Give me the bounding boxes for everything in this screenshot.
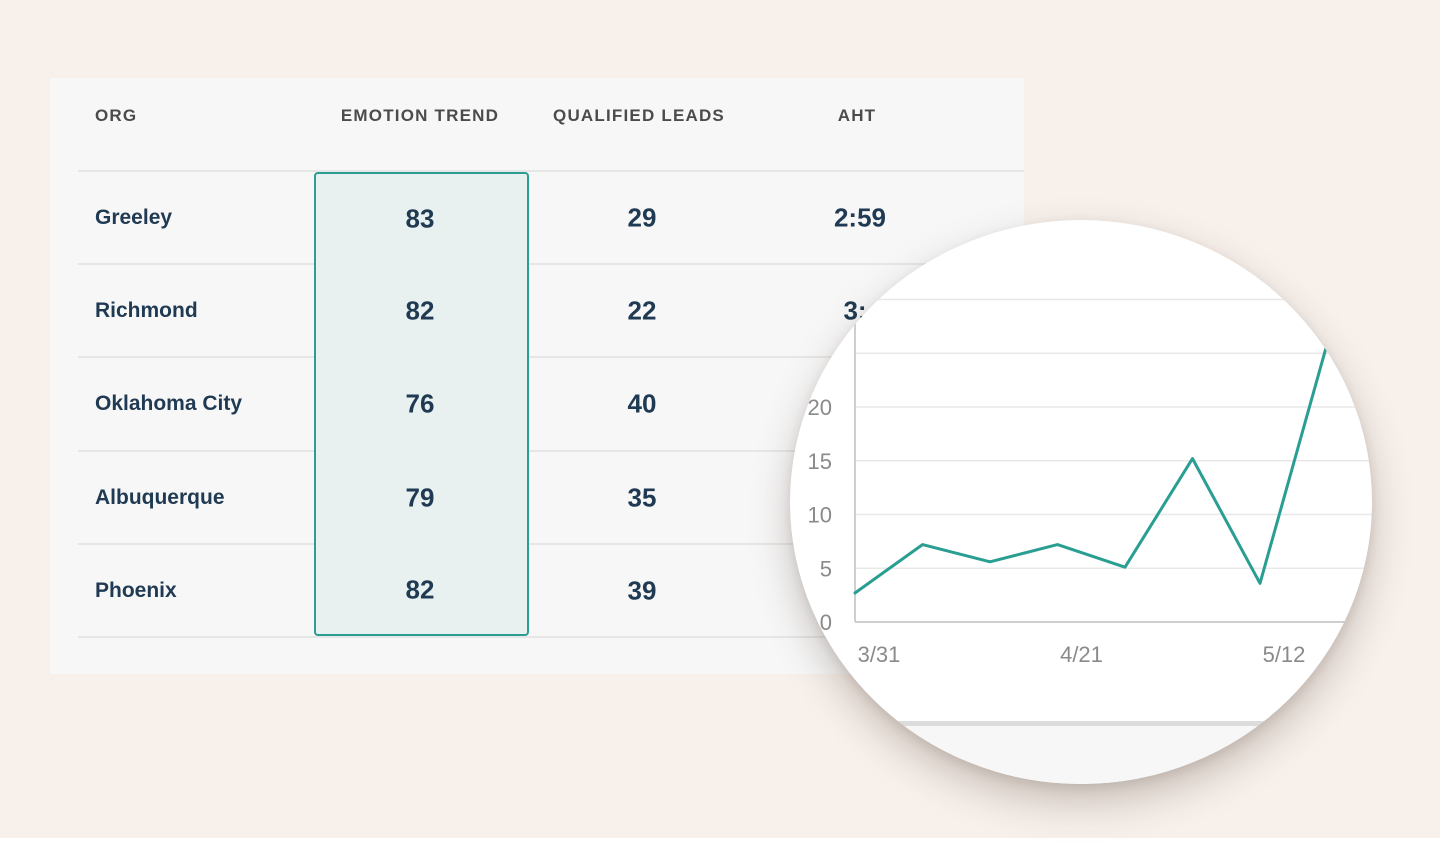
emotion-trend-value: 79 (405, 482, 435, 513)
emotion-trend-value: 82 (405, 574, 435, 605)
emotion-trend-value: 76 (405, 388, 435, 419)
header-emotion-trend[interactable]: EMOTION TREND (340, 106, 500, 125)
header-org[interactable]: ORG (95, 106, 138, 125)
org-name: Phoenix (95, 579, 177, 602)
qualified-leads-value: 35 (627, 482, 657, 513)
row-divider (78, 263, 1024, 265)
row-divider (78, 450, 1024, 452)
y-tick-label: 0 (820, 610, 832, 635)
org-name: Oklahoma City (95, 392, 243, 415)
org-name: Greeley (95, 206, 173, 229)
y-tick-label: 5 (820, 556, 832, 581)
qualified-leads-value: 39 (627, 575, 657, 606)
org-name: Richmond (95, 299, 198, 322)
header-qualified-leads[interactable]: QUALIFIED LEADS (553, 106, 725, 125)
panel-footer (790, 726, 1372, 784)
header-aht[interactable]: AHT (837, 106, 877, 125)
aht-value: 2:59 (833, 202, 887, 233)
header-divider (78, 170, 1024, 172)
emotion-trend-line (853, 341, 1329, 595)
row-divider (78, 636, 1024, 638)
row-divider (78, 543, 1024, 545)
trend-line-chart: 0 5 10 15 20 3/31 4/21 5/12 (790, 289, 1372, 784)
qualified-leads-value: 29 (627, 202, 657, 233)
x-tick-label: 3/31 (858, 642, 901, 667)
y-tick-label: 20 (808, 395, 832, 420)
y-tick-label: 10 (808, 503, 832, 528)
trend-chart-magnifier: 0 5 10 15 20 3/31 4/21 5/12 (790, 220, 1372, 784)
x-tick-label: 5/12 (1263, 642, 1306, 667)
y-tick-label: 15 (808, 449, 832, 474)
qualified-leads-value: 22 (627, 295, 657, 326)
emotion-trend-value: 82 (405, 295, 435, 326)
org-name: Albuquerque (95, 486, 225, 509)
emotion-trend-value: 83 (405, 203, 435, 234)
qualified-leads-value: 40 (627, 388, 657, 419)
row-divider (78, 356, 1024, 358)
x-tick-label: 4/21 (1060, 642, 1103, 667)
panel-bottom-edge (790, 721, 1372, 726)
emotion-trend-column-highlight[interactable] (314, 172, 529, 636)
